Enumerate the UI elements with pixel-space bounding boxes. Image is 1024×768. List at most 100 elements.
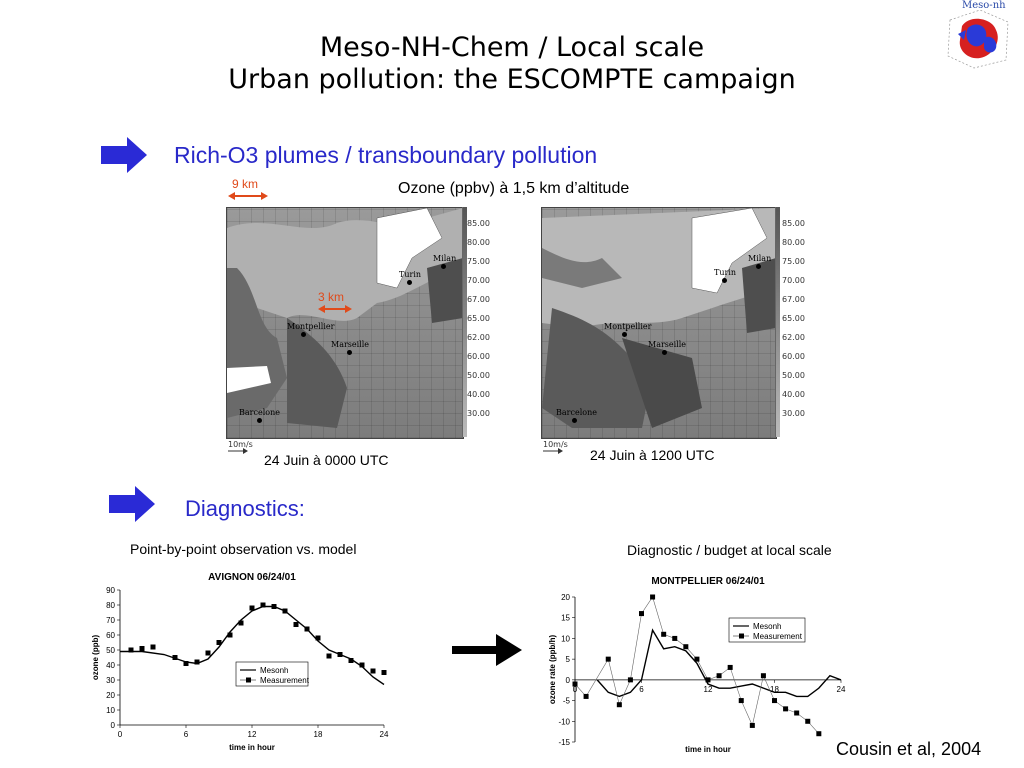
x-axis-label: time in hour [685, 745, 731, 754]
series-line-measurement [574, 596, 820, 734]
y-tick-label: 0 [111, 721, 116, 730]
measurement-point [705, 677, 711, 683]
measurement-point [572, 681, 578, 687]
map2-vector-label: 10m/s [543, 440, 568, 449]
city-marseille-map2: Marseille [648, 340, 687, 349]
map1-scale-value: 60.00 [467, 352, 490, 361]
city-barcelone-map2: Barcelone [556, 408, 597, 417]
diag-right-caption: Diagnostic / budget at local scale [627, 542, 832, 558]
x-tick-label: 24 [837, 685, 846, 694]
x-tick-label: 12 [704, 685, 713, 694]
barcelone-marker-map2 [572, 418, 577, 423]
turin-marker-map1 [407, 280, 412, 285]
measurement-point [381, 670, 387, 675]
measurement-point [772, 698, 777, 704]
y-tick-label: 30 [106, 676, 115, 685]
avignon-chart: AVIGNON 06/24/01 0 10 20 30 40 50 60 70 80 90 0 6 12 1… [91, 572, 389, 752]
logo-label: Meso-nh [962, 0, 1006, 11]
x-tick-label: 0 [573, 685, 578, 694]
diag-left-caption: Point-by-point observation vs. model [130, 541, 357, 557]
map2-scale-value: 75.00 [782, 257, 805, 266]
measurement-point [805, 718, 811, 724]
montpellier-marker-map2 [622, 332, 627, 337]
turin-marker-map2 [722, 278, 727, 283]
measurement-point [694, 656, 700, 662]
marseille-marker-map2 [662, 350, 667, 355]
y-tick-label: 90 [106, 586, 115, 595]
y-tick-label: -15 [558, 738, 570, 747]
series-line-mesonh [120, 605, 385, 686]
map1-scale-value: 70.00 [467, 276, 490, 285]
city-montpellier-map1: Montpellier [287, 322, 335, 331]
legend-label: Mesonh [753, 622, 781, 631]
measurement-point [326, 653, 332, 659]
y-axis-label: ozone rate (ppb/h) [548, 635, 557, 705]
measurement-point [716, 673, 722, 679]
measurement-point [216, 640, 222, 645]
legend-marker-swatch [246, 677, 251, 683]
measurement-point [194, 659, 200, 665]
milan-marker-map1 [441, 264, 446, 269]
chart-title: AVIGNON 06/24/01 [208, 572, 296, 583]
map2-vector-arrow [543, 448, 563, 454]
y-tick-label: 70 [106, 616, 115, 625]
y-tick-label: -10 [558, 717, 570, 726]
y-tick-label: 0 [566, 676, 571, 685]
measurement-point [205, 650, 211, 656]
measurement-point [783, 706, 789, 712]
y-tick-label: 10 [561, 634, 570, 643]
map2-scale-value: 60.00 [782, 352, 805, 361]
x-tick-label: 0 [118, 730, 123, 739]
measurement-point [139, 646, 145, 651]
measurement-point [605, 656, 611, 662]
measurement-point [293, 622, 299, 627]
section2-arrow-icon [109, 486, 155, 522]
map1-scale-value: 50.00 [467, 371, 490, 380]
measurement-point [749, 722, 755, 728]
scale-3km-arrow [318, 305, 352, 313]
milan-marker-map2 [756, 264, 761, 269]
map2-scale-value: 40.00 [782, 390, 805, 399]
measurement-point [348, 658, 354, 663]
measurement-point [672, 635, 678, 641]
montpellier-marker-map1 [301, 332, 306, 337]
x-tick-label: 18 [314, 730, 323, 739]
y-tick-label: 20 [106, 691, 115, 700]
measurement-point [238, 620, 244, 626]
y-tick-label: 20 [561, 593, 570, 602]
y-tick-label: 15 [561, 614, 570, 623]
series-line-mesonh [596, 628, 842, 698]
scale-9km-label: 9 km [232, 177, 259, 191]
scale-3km-label: 3 km [318, 290, 345, 304]
measurement-point [304, 626, 310, 632]
legend-label: Measurement [260, 676, 310, 685]
y-tick-label: 60 [106, 631, 115, 640]
logo-graphic [947, 9, 1009, 69]
city-turin-map2: Turin [714, 268, 737, 277]
measurement-point [271, 604, 277, 609]
map2-scale-value: 65.00 [782, 314, 805, 323]
map2-scale-value: 80.00 [782, 238, 805, 247]
measurement-point [627, 677, 633, 683]
slide-title-line2: Urban pollution: the ESCOMPTE campaign [228, 64, 796, 95]
y-tick-label: 50 [106, 646, 115, 655]
meso-nh-logo: Meso-nh [940, 0, 1020, 70]
transition-arrow-icon [452, 634, 522, 666]
map2-scale-value: 30.00 [782, 409, 805, 418]
measurement-point [639, 611, 644, 617]
measurement-point [227, 632, 233, 638]
x-tick-label: 6 [639, 685, 644, 694]
y-tick-label: 10 [106, 706, 115, 715]
measurement-point [337, 652, 343, 657]
map2-scale-value: 50.00 [782, 371, 805, 380]
ozone-map-1200utc: Turin Milan Montpellier Marseille Barcel… [541, 207, 777, 439]
city-marseille-map1: Marseille [331, 340, 370, 349]
map2-caption: 24 Juin à 1200 UTC [590, 447, 715, 463]
measurement-point [738, 698, 744, 704]
map1-scale-value: 85.00 [467, 219, 490, 228]
map2-scale-value: 67.00 [782, 295, 805, 304]
marseille-marker-map1 [347, 350, 352, 355]
measurement-point [816, 731, 822, 737]
slide-title-line1: Meso-NH-Chem / Local scale [319, 32, 705, 63]
